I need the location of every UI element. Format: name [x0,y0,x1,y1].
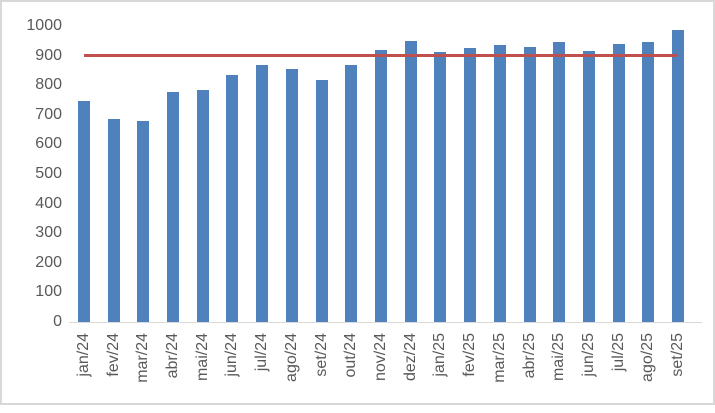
bar-jun-25 [583,51,595,322]
x-tick-label-mai-24: mai/24 [193,333,211,382]
x-tick-label-jan-24: jan/24 [74,333,92,377]
x-tick-label-mar-24: mar/24 [134,333,152,383]
reference-line [83,54,679,57]
x-tick-label-abr-24: abr/24 [164,333,181,379]
x-tick-label-jun-25: jun/25 [580,333,597,377]
bar-ago-25 [642,42,655,322]
bar-dez-24 [404,40,417,322]
bar-set-24 [315,79,328,322]
bar-mar-24 [137,120,150,322]
y-tick-label-0: 0 [53,313,62,330]
y-tick-label-800: 800 [35,76,62,94]
y-tick-label-600: 600 [35,135,62,153]
x-tick-label-ago-25: ago/25 [639,333,657,382]
x-axis-line [69,322,702,323]
bar-mai-24 [196,89,209,322]
x-tick-label-mar-25: mar/25 [490,333,508,383]
y-tick-label-700: 700 [35,105,62,123]
y-tick-label-200: 200 [35,253,62,271]
x-tick-label-jun-24: jun/24 [223,333,241,377]
x-tick-label-mai-25: mai/25 [550,333,568,382]
bar-mai-25 [553,42,566,322]
y-tick-label-1000: 1000 [26,17,62,34]
x-tick-label-jul-25: jul/25 [609,333,627,372]
x-tick-label-fev-24: fev/24 [104,333,122,377]
x-tick-label-fev-25: fev/25 [461,333,479,377]
bar-nov-24 [375,49,387,322]
x-tick-label-ago-24: ago/24 [282,333,300,382]
bar-jan-24 [77,101,90,322]
bar-abr-25 [523,46,536,322]
x-tick-label-nov-24: nov/24 [372,333,389,382]
bar-abr-24 [167,91,179,322]
x-tick-label-jul-24: jul/24 [253,333,271,372]
y-tick-label-100: 100 [35,283,62,301]
x-tick-label-set-24: set/24 [312,333,330,377]
bar-jul-25 [612,43,625,322]
y-tick-label-400: 400 [35,194,62,212]
bar-mar-25 [493,45,506,322]
x-tick-label-abr-25: abr/25 [520,333,538,379]
bar-jul-24 [256,65,269,322]
x-tick-label-dez-24: dez/24 [401,333,419,382]
bar-jun-24 [226,74,239,322]
y-tick-label-900: 900 [35,46,62,64]
y-tick-label-500: 500 [35,165,62,182]
bar-fev-25 [464,48,477,322]
bar-fev-24 [107,119,120,322]
plot-area [69,26,693,322]
y-tick-label-300: 300 [35,224,62,242]
bar-out-24 [345,65,358,322]
bar-jan-25 [434,51,447,322]
x-tick-label-jan-25: jan/25 [431,333,449,377]
bar-ago-24 [285,68,298,322]
x-tick-label-set-25: set/25 [669,333,687,377]
bar-set-25 [672,30,685,322]
x-tick-label-out-24: out/24 [342,333,360,378]
